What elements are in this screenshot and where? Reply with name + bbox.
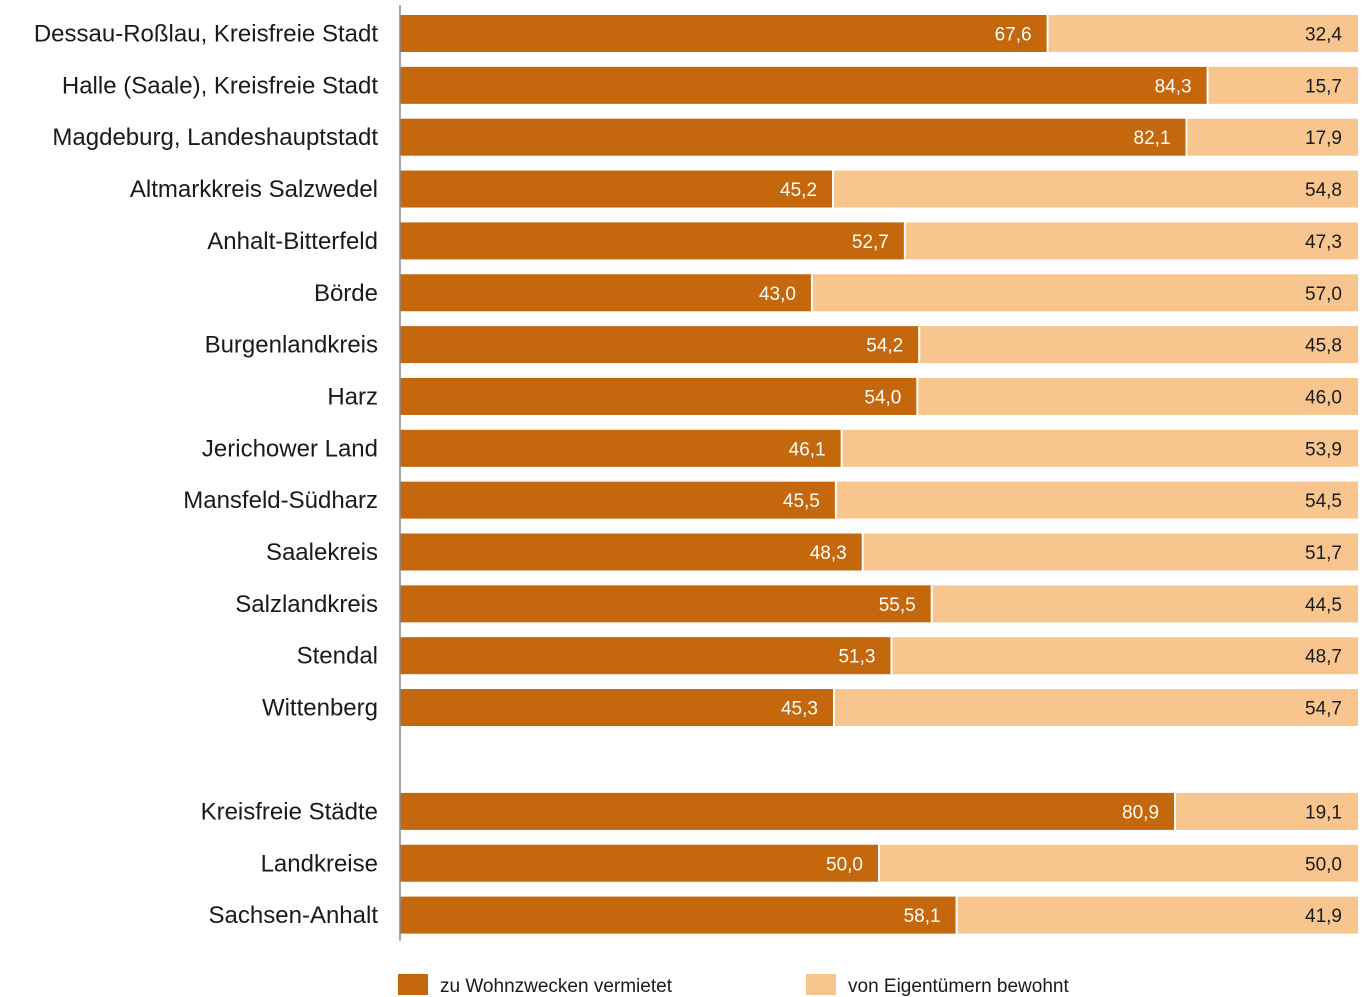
category-label: Sachsen-Anhalt	[209, 902, 379, 929]
bar-owner-occupied	[833, 689, 1358, 727]
data-label-rented: 45,3	[781, 699, 818, 720]
category-label: Saalekreis	[266, 539, 378, 566]
data-label-owner-occupied: 54,5	[1305, 491, 1342, 512]
bar-rented	[400, 15, 1048, 52]
bar-owner-occupied	[835, 481, 1358, 519]
bar-owner-occupied	[833, 170, 1358, 208]
bar-owner-occupied	[931, 585, 1358, 623]
data-label-rented: 58,1	[904, 906, 941, 927]
bar-rented	[400, 689, 834, 727]
bar-owner-occupied	[811, 274, 1358, 312]
bar-owner-occupied	[1207, 66, 1358, 104]
bar-owner-occupied	[956, 896, 1358, 934]
data-label-owner-occupied: 15,7	[1305, 76, 1342, 97]
data-label-rented: 43,0	[759, 284, 796, 305]
data-label-owner-occupied: 48,7	[1305, 647, 1342, 668]
data-label-rented: 82,1	[1134, 128, 1171, 149]
bar-owner-occupied	[1175, 792, 1358, 830]
data-label-owner-occupied: 41,9	[1305, 906, 1342, 927]
data-label-owner-occupied: 54,7	[1305, 699, 1342, 720]
category-label: Jerichower Land	[202, 435, 378, 462]
data-label-owner-occupied: 46,0	[1305, 387, 1342, 408]
legend-swatch-rented	[398, 974, 428, 995]
bar-owner-occupied	[891, 637, 1358, 675]
bar-owner-occupied	[862, 533, 1358, 571]
bar-owner-occupied	[1186, 118, 1358, 156]
category-label: Halle (Saale), Kreisfreie Stadt	[62, 72, 378, 99]
data-label-rented: 84,3	[1155, 76, 1192, 97]
data-label-owner-occupied: 44,5	[1305, 595, 1342, 616]
data-label-owner-occupied: 32,4	[1305, 25, 1342, 46]
data-label-owner-occupied: 53,9	[1305, 439, 1342, 460]
bar-rented	[400, 896, 957, 934]
data-label-owner-occupied: 50,0	[1305, 854, 1342, 875]
legend-swatch-owner-occupied	[806, 974, 836, 995]
bar-rented	[400, 533, 863, 571]
stacked-bar-chart: Dessau-Roßlau, Kreisfreie Stadt 67,6 32,4 H…	[34, 5, 1358, 941]
data-label-rented: 51,3	[838, 647, 875, 668]
bar-owner-occupied	[919, 326, 1358, 364]
bar-owner-occupied	[917, 377, 1358, 415]
category-label: Kreisfreie Städte	[201, 798, 378, 825]
bar-rented	[400, 326, 920, 364]
category-label: Harz	[327, 383, 378, 410]
data-label-rented: 45,2	[780, 180, 817, 201]
legend-label-rented: zu Wohnzwecken vermietet	[440, 976, 672, 997]
data-label-owner-occupied: 45,8	[1305, 336, 1342, 357]
bar-rented	[400, 377, 918, 415]
data-label-rented: 80,9	[1122, 802, 1159, 823]
data-label-rented: 46,1	[789, 439, 826, 460]
data-label-owner-occupied: 17,9	[1305, 128, 1342, 149]
data-label-owner-occupied: 51,7	[1305, 543, 1342, 564]
data-label-rented: 67,6	[995, 25, 1032, 46]
bar-rented	[400, 66, 1208, 104]
data-label-rented: 50,0	[826, 854, 863, 875]
category-label: Stendal	[297, 643, 378, 670]
bar-rented	[400, 222, 905, 260]
data-label-rented: 54,2	[866, 336, 903, 357]
bar-rented	[400, 118, 1187, 156]
bar-rented	[400, 585, 932, 623]
data-label-owner-occupied: 54,8	[1305, 180, 1342, 201]
bar-owner-occupied	[841, 429, 1358, 467]
data-label-rented: 48,3	[810, 543, 847, 564]
bar-rented	[400, 637, 892, 675]
legend-label-owner-occupied: von Eigentümern bewohnt	[848, 976, 1069, 997]
bar-rented	[400, 429, 842, 467]
data-label-rented: 45,5	[783, 491, 820, 512]
category-label: Altmarkkreis Salzwedel	[130, 176, 378, 203]
category-label: Anhalt-Bitterfeld	[207, 228, 378, 255]
bar-rented	[400, 170, 834, 208]
category-label: Burgenlandkreis	[205, 332, 378, 359]
data-label-rented: 52,7	[852, 232, 889, 253]
bar-rented	[400, 844, 879, 882]
bar-owner-occupied	[1047, 15, 1358, 52]
data-label-rented: 55,5	[879, 595, 916, 616]
bar-rented	[400, 792, 1176, 830]
category-label: Magdeburg, Landeshauptstadt	[52, 124, 378, 151]
category-label: Dessau-Roßlau, Kreisfreie Stadt	[34, 21, 378, 48]
category-label: Salzlandkreis	[235, 591, 378, 618]
category-label: Wittenberg	[262, 695, 378, 722]
category-label: Börde	[314, 280, 378, 307]
category-label: Mansfeld-Südharz	[183, 487, 378, 514]
bar-owner-occupied	[904, 222, 1358, 260]
data-label-owner-occupied: 57,0	[1305, 284, 1342, 305]
bar-rented	[400, 481, 836, 519]
bar-rented	[400, 274, 812, 312]
legend-item-rented: zu Wohnzwecken vermietet	[398, 974, 672, 997]
data-label-owner-occupied: 19,1	[1305, 802, 1342, 823]
data-label-owner-occupied: 47,3	[1305, 232, 1342, 253]
category-label: Landkreise	[261, 850, 378, 877]
bar-owner-occupied	[879, 844, 1358, 882]
legend-item-owner-occupied: von Eigentümern bewohnt	[806, 974, 1069, 997]
chart-legend: zu Wohnzwecken vermietet von Eigentümern…	[0, 974, 1364, 997]
data-label-rented: 54,0	[864, 387, 901, 408]
